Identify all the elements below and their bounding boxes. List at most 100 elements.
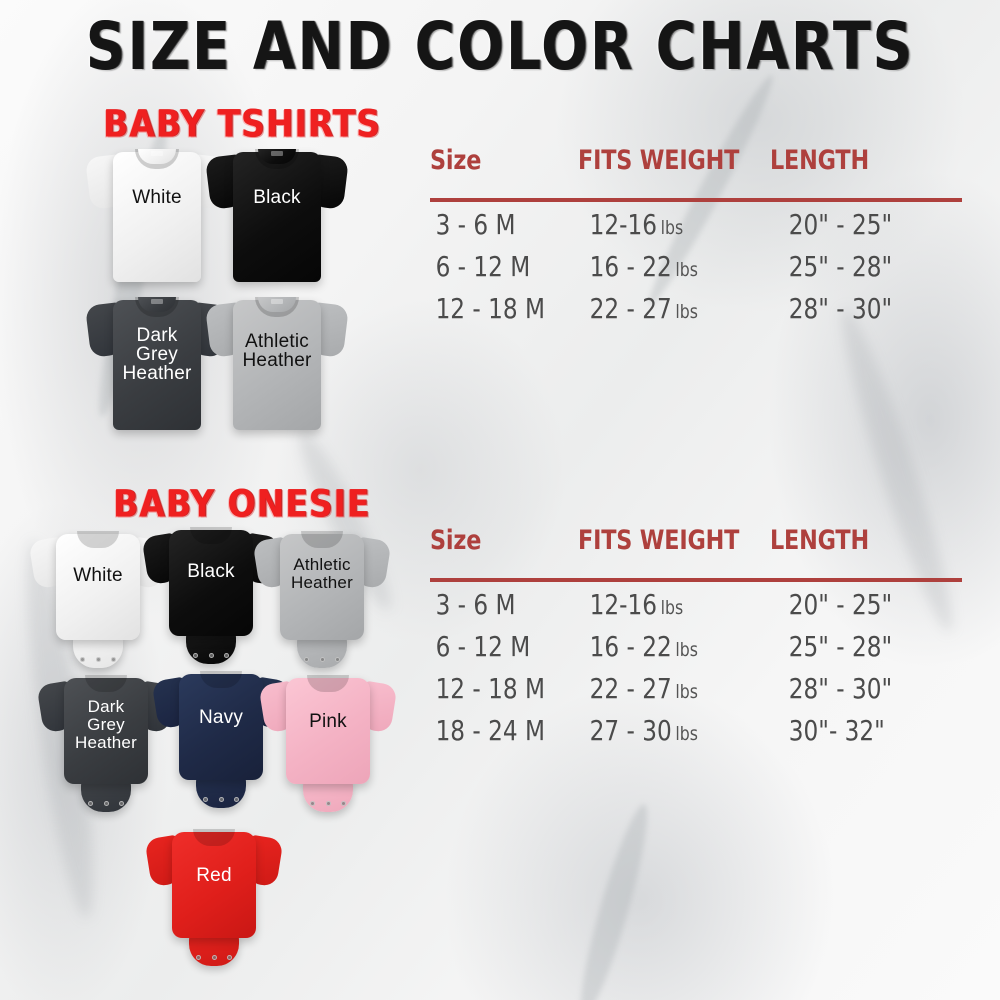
swatch-label: Navy — [198, 707, 244, 728]
neckline — [190, 527, 232, 544]
onesie-swatch-pink[interactable]: Pink — [258, 668, 398, 818]
onesie-torso — [56, 534, 140, 640]
cell-weight: 22 - 27 lbs — [577, 672, 756, 705]
cell-size: 12 - 18 M — [435, 292, 545, 325]
cell-length: 20" - 25" — [788, 588, 893, 621]
onesie-swatch-navy[interactable]: Navy — [151, 664, 291, 814]
table-row: 12 - 18 M 22 - 27 lbs 28" - 30" — [430, 672, 970, 708]
snap-buttons — [88, 800, 124, 807]
snap-buttons — [310, 800, 346, 807]
neckline-inner — [258, 297, 296, 312]
cell-weight-value: 16 - 22 — [589, 250, 672, 283]
onesie-swatch-white[interactable]: White — [28, 524, 168, 674]
tshirt-swatch-white[interactable]: White — [84, 140, 230, 282]
shirt-body — [233, 152, 321, 282]
neck-tag — [151, 299, 163, 304]
table-header-divider — [430, 578, 962, 582]
onesie-torso — [286, 678, 370, 784]
table-row: 3 - 6 M 12-16 lbs 20" - 25" — [430, 208, 970, 244]
cell-weight-unit: lbs — [660, 597, 684, 619]
snap-buttons — [196, 954, 232, 961]
neckline-inner — [258, 149, 296, 164]
cell-weight-unit: lbs — [660, 217, 684, 239]
neckline — [301, 531, 343, 548]
cell-weight-unit: lbs — [675, 639, 699, 661]
snap-buttons — [304, 656, 340, 663]
cell-size: 18 - 24 M — [435, 714, 545, 747]
column-header-fits-weight: FITS WEIGHT — [578, 145, 740, 176]
cell-weight-value: 22 - 27 — [589, 672, 672, 705]
onesie-torso — [169, 530, 253, 636]
table-row: 6 - 12 M 16 - 22 lbs 25" - 28" — [430, 630, 970, 666]
page-title: SIZE AND COLOR CHARTS — [85, 8, 915, 85]
cell-weight: 16 - 22 lbs — [577, 250, 756, 283]
cell-length: 28" - 30" — [788, 672, 893, 705]
neckline — [307, 675, 349, 692]
column-header-size: Size — [430, 525, 482, 556]
neck-tag — [271, 299, 283, 304]
neckline — [85, 675, 127, 692]
snap-buttons — [80, 656, 116, 663]
cell-weight: 12-16 lbs — [577, 588, 756, 621]
onesie-swatch-athletic-heather[interactable]: Athletic Heather — [252, 524, 392, 674]
neckline — [77, 531, 119, 548]
tshirt-swatch-athletic-heather[interactable]: Athletic Heather — [204, 288, 350, 430]
onesie-swatch-dark-grey-heather[interactable]: Dark Grey Heather — [36, 668, 176, 818]
swatch-label: Dark Grey Heather — [122, 325, 192, 384]
onesie-swatch-red[interactable]: Red — [144, 822, 284, 972]
shirt-body — [113, 152, 201, 282]
cell-length: 25" - 28" — [788, 630, 893, 663]
cell-size: 6 - 12 M — [435, 250, 531, 283]
column-header-size: Size — [430, 145, 482, 176]
swatch-label: White — [73, 565, 123, 586]
swatch-label: Athletic Heather — [242, 331, 312, 371]
tshirt-swatch-dark-grey-heather[interactable]: Dark Grey Heather — [84, 288, 230, 430]
neckline-inner — [138, 297, 176, 312]
neckline-inner — [138, 149, 176, 164]
cell-weight-unit: lbs — [675, 259, 699, 281]
neck-tag — [151, 151, 163, 156]
cell-size: 3 - 6 M — [435, 208, 516, 241]
marble-vein — [570, 800, 658, 1000]
column-header-length: LENGTH — [770, 145, 869, 176]
cell-length: 28" - 30" — [788, 292, 893, 325]
swatch-label: White — [132, 187, 182, 208]
snap-buttons — [193, 652, 229, 659]
snap-buttons — [203, 796, 239, 803]
table-header-row: Size FITS WEIGHT LENGTH — [430, 512, 970, 556]
cell-weight-value: 12-16 — [589, 588, 658, 621]
cell-weight-value: 16 - 22 — [589, 630, 672, 663]
cell-weight: 27 - 30 lbs — [577, 714, 756, 747]
swatch-label: Black — [187, 561, 235, 582]
cell-size: 6 - 12 M — [435, 630, 531, 663]
onesie-swatch-black[interactable]: Black — [141, 520, 281, 670]
cell-weight: 22 - 27 lbs — [577, 292, 756, 325]
cell-weight-value: 12-16 — [589, 208, 658, 241]
swatch-label: Pink — [309, 711, 347, 732]
size-table-baby-tshirts: Size FITS WEIGHT LENGTH 3 - 6 M 12-16 lbs… — [430, 132, 970, 328]
table-row: 6 - 12 M 16 - 22 lbs 25" - 28" — [430, 250, 970, 286]
neckline — [200, 671, 242, 688]
tshirt-swatch-black[interactable]: Black — [204, 140, 350, 282]
swatch-label: Black — [253, 187, 301, 208]
swatch-label: Dark Grey Heather — [75, 697, 137, 752]
cell-length: 20" - 25" — [788, 208, 893, 241]
shirt-body — [113, 300, 201, 430]
cell-length: 25" - 28" — [788, 250, 893, 283]
section-heading-baby-tshirts: BABY TSHIRTS — [103, 101, 381, 146]
swatch-label: Red — [196, 865, 232, 886]
table-row: 18 - 24 M 27 - 30 lbs 30"- 32" — [430, 714, 970, 750]
neckline — [193, 829, 235, 846]
onesie-torso — [172, 832, 256, 938]
cell-weight: 12-16 lbs — [577, 208, 756, 241]
cell-size: 12 - 18 M — [435, 672, 545, 705]
cell-weight-value: 27 - 30 — [589, 714, 672, 747]
table-header-divider — [430, 198, 962, 202]
table-header-row: Size FITS WEIGHT LENGTH — [430, 132, 970, 176]
cell-weight-unit: lbs — [675, 723, 699, 745]
cell-weight-value: 22 - 27 — [589, 292, 672, 325]
neck-tag — [271, 151, 283, 156]
swatch-label: Athletic Heather — [291, 555, 353, 592]
onesie-torso — [64, 678, 148, 784]
